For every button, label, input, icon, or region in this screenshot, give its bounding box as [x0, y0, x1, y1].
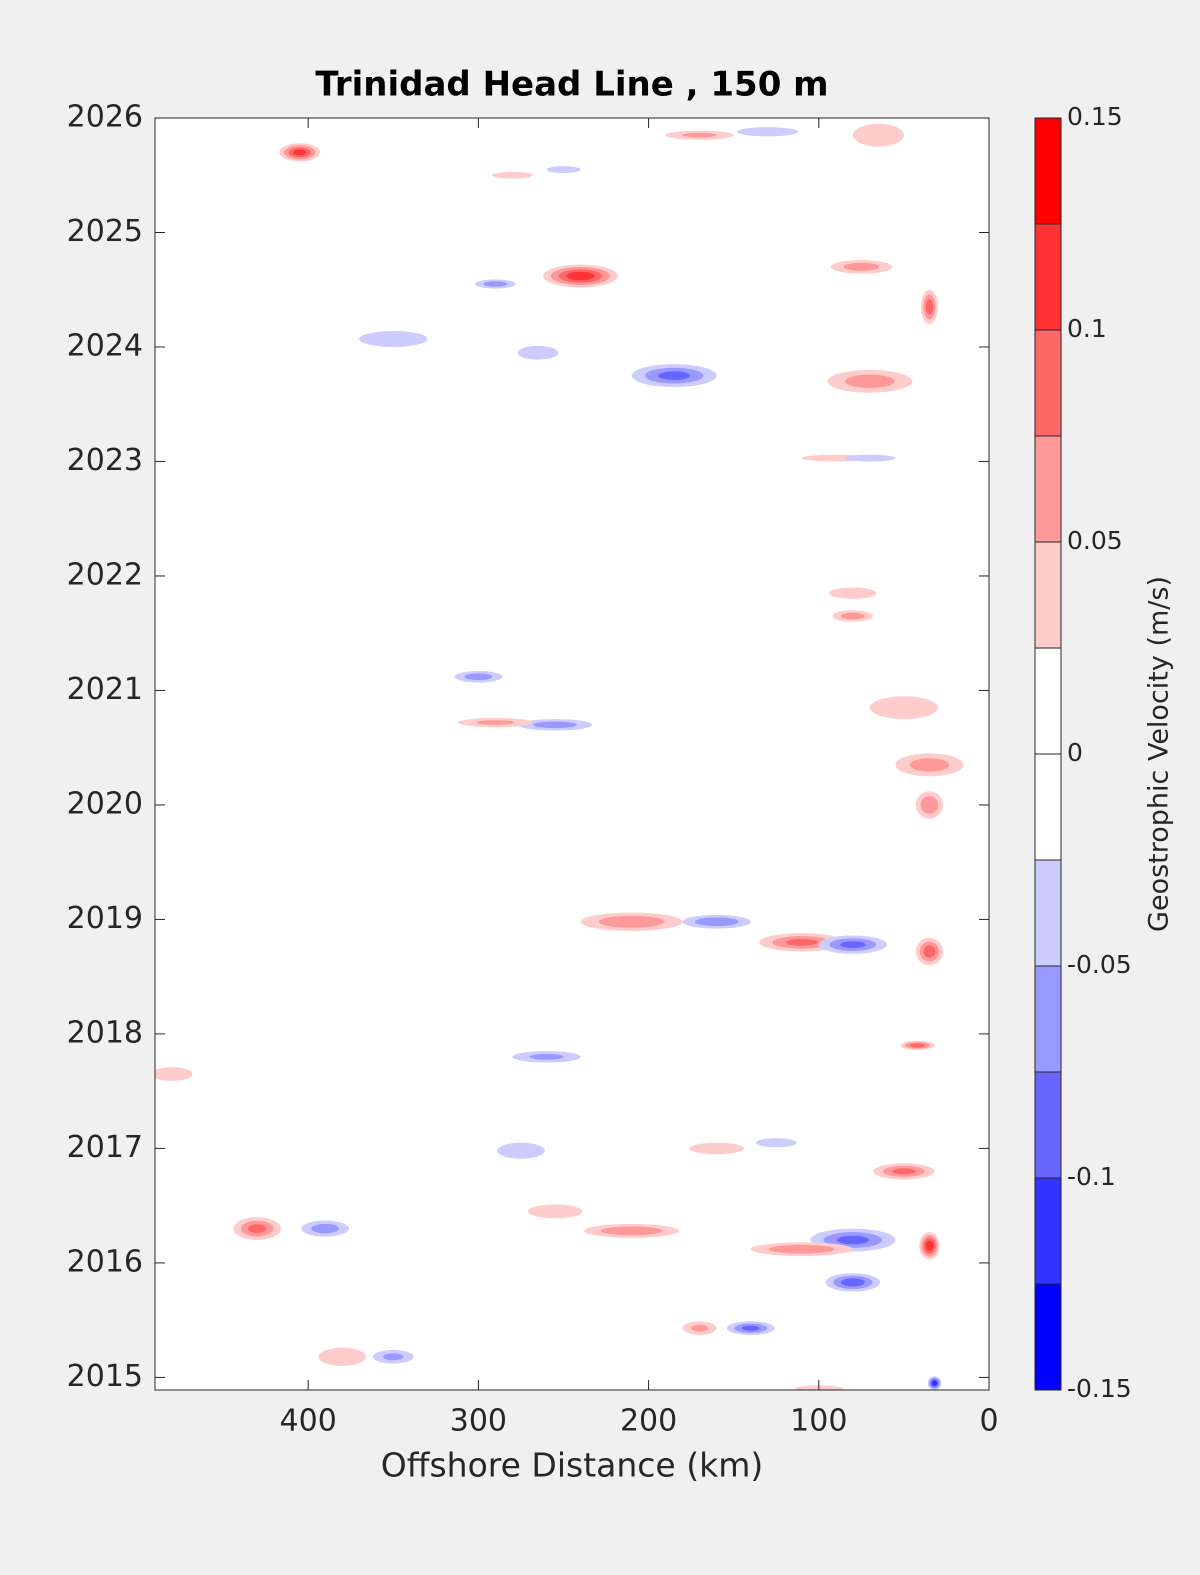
contour-region: [658, 371, 691, 380]
contour-region: [476, 720, 515, 725]
contour-region: [517, 345, 559, 360]
x-tick-label: 400: [280, 1404, 337, 1439]
contour-region: [755, 1138, 797, 1148]
contour-region: [318, 1347, 367, 1366]
colorbar-tick-label: -0.15: [1067, 1374, 1132, 1403]
chart-title: Trinidad Head Line , 150 m: [315, 65, 828, 105]
y-tick-label: 2019: [67, 901, 143, 936]
x-tick-label: 200: [620, 1404, 677, 1439]
contour-region: [311, 1223, 340, 1234]
plot-frame: [154, 117, 990, 1391]
contour-region: [768, 1244, 835, 1254]
contour-region: [155, 1067, 193, 1081]
colorbar-tick-label: 0.05: [1067, 526, 1123, 555]
colorbar-tick-label: 0.1: [1067, 314, 1107, 343]
colorbar-tick-label: -0.05: [1067, 950, 1132, 979]
contour-region: [497, 1142, 545, 1159]
contour-region: [925, 299, 934, 315]
colorbar-tick-label: 0: [1067, 738, 1083, 767]
contour-region: [492, 171, 533, 179]
x-tick-label: 300: [450, 1404, 507, 1439]
colorbar-band: [1034, 965, 1062, 1073]
contour-region: [694, 917, 739, 927]
colorbar-band: [1034, 1071, 1062, 1179]
x-tick-label: 100: [790, 1404, 847, 1439]
colorbar-tick-label: -0.1: [1067, 1162, 1116, 1191]
contour-region: [529, 1053, 564, 1060]
contour-region: [598, 915, 665, 928]
colorbar-tick-label: 0.15: [1067, 102, 1123, 131]
y-tick-label: 2021: [67, 672, 143, 707]
contour-region: [923, 945, 936, 958]
contour-region: [546, 166, 581, 173]
colorbar-band: [1034, 541, 1062, 649]
contour-region: [359, 330, 428, 347]
y-tick-label: 2016: [67, 1244, 143, 1279]
x-tick-label: 0: [979, 1404, 998, 1439]
contour-region: [909, 1043, 926, 1048]
y-tick-label: 2026: [67, 100, 143, 135]
contour-region: [840, 612, 865, 620]
contour-region: [843, 262, 880, 271]
contour-field: [155, 123, 964, 1390]
contour-region: [483, 281, 508, 287]
contour-region: [844, 454, 896, 462]
y-tick-label: 2015: [67, 1359, 143, 1394]
colorbar-band: [1034, 329, 1062, 437]
contour-region: [566, 271, 595, 281]
colorbar-label: Geostrophic Velocity (m/s): [1144, 576, 1175, 932]
contour-region: [533, 721, 577, 729]
contour-region: [741, 1325, 760, 1331]
contour-region: [920, 796, 939, 814]
colorbar-band: [1034, 1177, 1062, 1285]
contour-region: [836, 1235, 869, 1245]
y-tick-label: 2025: [67, 214, 143, 249]
contour-region: [600, 1226, 663, 1236]
contour-region: [829, 587, 877, 599]
contour-region: [840, 941, 866, 949]
y-tick-label: 2017: [67, 1130, 143, 1165]
colorbar-band: [1034, 859, 1062, 967]
contour-region: [689, 1142, 744, 1155]
x-axis-label: Offshore Distance (km): [381, 1446, 763, 1485]
contour-region: [892, 1168, 916, 1175]
contour-region: [785, 938, 818, 946]
contour-region: [931, 1380, 938, 1386]
plot-area: [155, 118, 989, 1390]
contour-region: [527, 1204, 583, 1219]
colorbar-band: [1034, 117, 1062, 225]
contour-region: [737, 127, 799, 137]
colorbar-band: [1034, 223, 1062, 331]
y-tick-label: 2018: [67, 1015, 143, 1050]
colorbar-band: [1034, 1283, 1062, 1391]
contour-region: [691, 1324, 709, 1332]
contour-region: [248, 1224, 267, 1233]
y-tick-label: 2024: [67, 328, 143, 363]
contour-region: [840, 1278, 865, 1287]
colorbar-band: [1034, 435, 1062, 543]
contour-region: [869, 696, 938, 720]
colorbar-band: [1034, 753, 1062, 861]
contour-region: [909, 758, 950, 772]
y-tick-label: 2023: [67, 443, 143, 478]
contour-region: [293, 149, 307, 156]
contour-region: [682, 132, 717, 138]
y-tick-label: 2020: [67, 786, 143, 821]
colorbar-band: [1034, 647, 1062, 755]
contour-region: [845, 374, 895, 389]
contour-region: [925, 1240, 934, 1251]
contour-region: [852, 123, 904, 147]
contour-region: [464, 673, 493, 681]
contour-region: [383, 1353, 404, 1361]
y-tick-label: 2022: [67, 557, 143, 592]
